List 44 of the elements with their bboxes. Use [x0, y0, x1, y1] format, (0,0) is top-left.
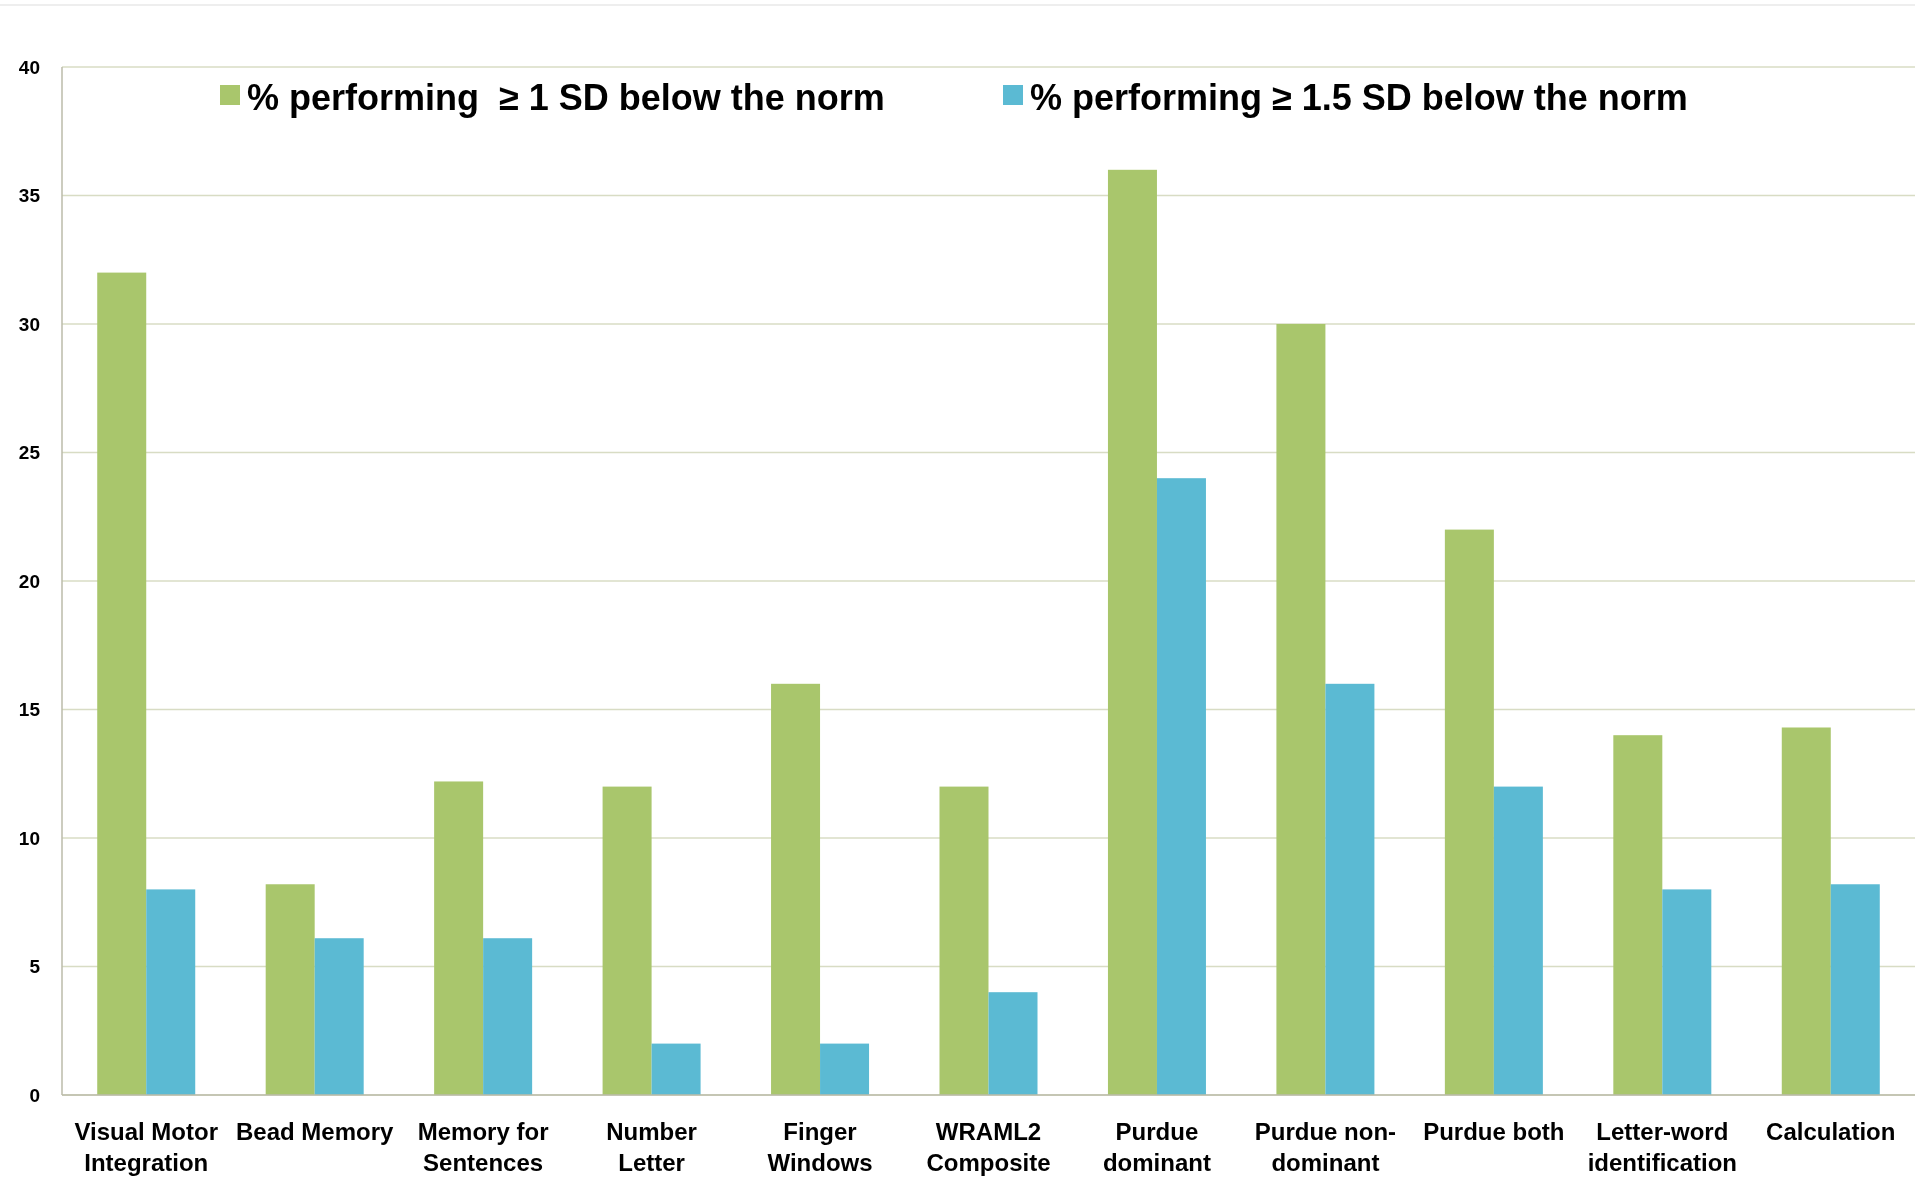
bar [939, 786, 989, 1095]
y-tick-label: 25 [18, 442, 41, 464]
bar [1781, 727, 1831, 1095]
x-tick-label: Letter-word identification [1587, 1118, 1737, 1176]
bar [1662, 889, 1712, 1095]
bar [602, 786, 652, 1095]
bar [1830, 884, 1880, 1095]
x-tick-label: Number Letter [606, 1118, 697, 1176]
y-tick-label: 15 [18, 699, 41, 721]
bar [988, 992, 1038, 1095]
bar [1325, 683, 1375, 1095]
x-tick-label: Finger Windows [767, 1118, 873, 1176]
x-tick-label: Visual Motor Integration [74, 1118, 219, 1176]
bar [146, 889, 196, 1095]
legend-label: % performing ≥ 1.5 SD below the norm [1030, 76, 1688, 118]
x-tick-label: Bead Memory [235, 1118, 395, 1145]
bar [1493, 786, 1543, 1095]
bar [265, 884, 315, 1095]
x-tick-label: WRAML2 Composite [926, 1118, 1051, 1176]
bar [1444, 529, 1494, 1095]
y-tick-label: 20 [18, 570, 40, 592]
y-tick-label: 10 [18, 827, 40, 849]
x-tick-label: Calculation [1766, 1118, 1896, 1145]
bar [651, 1043, 701, 1095]
y-tick-label: 40 [18, 56, 40, 78]
x-tick-label: Purdue dominant [1102, 1118, 1211, 1176]
bar [434, 781, 484, 1095]
bar [314, 938, 364, 1095]
y-tick-label: 35 [18, 185, 41, 207]
bar [1613, 735, 1663, 1095]
y-tick-label: 0 [29, 1084, 40, 1106]
y-tick-label: 30 [18, 313, 40, 335]
legend-label: % performing ≥ 1 SD below the norm [247, 76, 885, 118]
y-tick-label: 5 [29, 956, 41, 978]
x-tick-label: Purdue non-dominant [1254, 1118, 1397, 1176]
bar [820, 1043, 870, 1095]
bar [771, 683, 821, 1095]
bar [1276, 324, 1326, 1095]
x-tick-label: Memory for Sentences [417, 1118, 549, 1176]
bar [97, 272, 147, 1095]
bar [483, 938, 533, 1095]
x-tick-label: Purdue both [1423, 1118, 1565, 1145]
bar [1156, 478, 1206, 1095]
bar [1107, 169, 1157, 1095]
